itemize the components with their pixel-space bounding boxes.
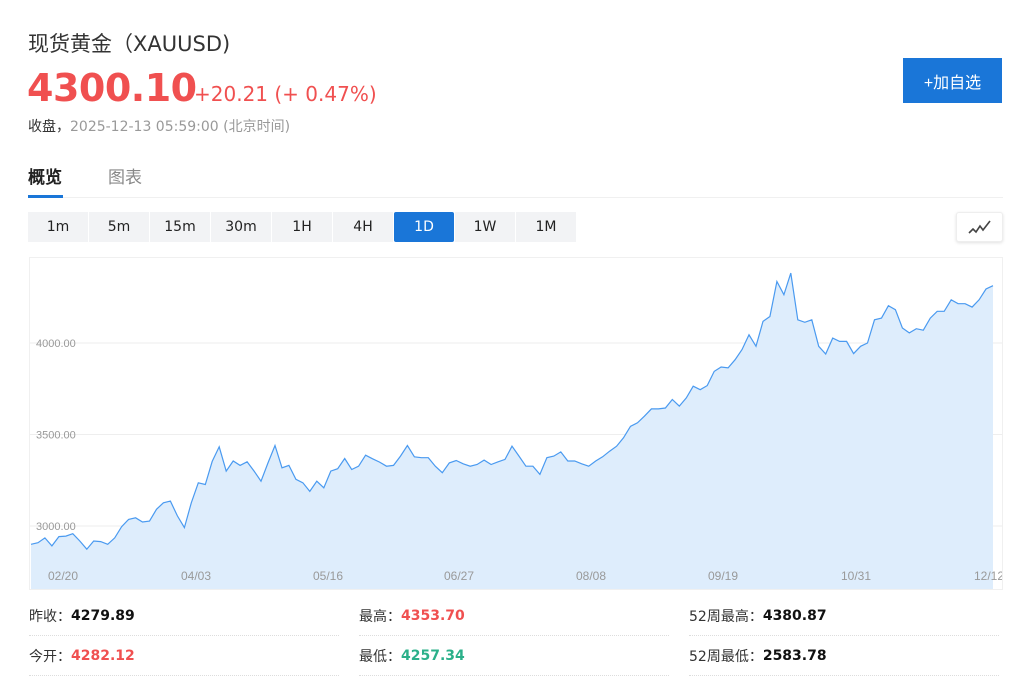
period-1mo[interactable]: 1M: [516, 212, 576, 242]
stat-52w-high: 52周最高： 4380.87: [689, 596, 999, 636]
stat-label: 今开：: [29, 648, 71, 665]
stat-open: 今开： 4282.12: [29, 636, 339, 676]
tab-overview[interactable]: 概览: [28, 168, 62, 188]
tab-chart[interactable]: 图表: [108, 168, 142, 188]
y-tick-label: 4000.00: [36, 338, 76, 350]
stat-high: 最高： 4353.70: [359, 596, 669, 636]
x-tick-label: 10/31: [841, 569, 871, 583]
stat-value: 4257.34: [401, 647, 465, 664]
stat-low: 最低： 4257.34: [359, 636, 669, 676]
price-chart: 3000.00 3500.00 4000.00 02/20 04/03 05/16 06/2…: [29, 257, 1004, 590]
page-title: 现货黄金（XAUUSD): [28, 32, 231, 56]
price-chart-svg: 3000.00 3500.00 4000.00 02/20 04/03 05/16 06/2…: [30, 272, 1004, 589]
y-tick-label: 3500.00: [36, 430, 76, 442]
period-selector: 1m 5m 15m 30m 1H 4H 1D 1W 1M: [28, 212, 576, 242]
period-1d[interactable]: 1D: [394, 212, 454, 242]
x-tick-label: 12/12: [974, 569, 1002, 583]
current-price: 4300.10: [27, 66, 197, 110]
stat-value: 4380.87: [762, 607, 827, 624]
stat-label: 52周最低：: [689, 648, 763, 665]
period-30m[interactable]: 30m: [211, 212, 271, 242]
stat-label: 最低：: [359, 648, 401, 665]
stat-label: 最高：: [359, 608, 401, 625]
period-1h[interactable]: 1H: [272, 212, 332, 242]
y-tick-label: 3000.00: [36, 521, 76, 533]
stat-label: 昨收：: [29, 608, 71, 625]
period-4h[interactable]: 4H: [333, 212, 393, 242]
stat-value: 4353.70: [401, 607, 465, 624]
period-15m[interactable]: 15m: [150, 212, 210, 242]
x-tick-label: 05/16: [313, 569, 343, 583]
x-tick-label: 08/08: [576, 569, 606, 583]
period-1w[interactable]: 1W: [455, 212, 515, 242]
status-label: 收盘，: [28, 119, 70, 135]
stat-value: 2583.78: [762, 647, 827, 664]
chart-type-button[interactable]: [956, 212, 1003, 242]
stat-value: 4279.89: [71, 607, 135, 624]
stat-label: 52周最高：: [689, 608, 763, 625]
x-tick-label: 04/03: [181, 569, 211, 583]
period-1m[interactable]: 1m: [28, 212, 88, 242]
timestamp: 2025-12-13 05:59:00 (北京时间): [70, 119, 291, 135]
x-tick-label: 02/20: [48, 569, 78, 583]
price-line: [30, 272, 994, 551]
x-tick-label: 09/19: [708, 569, 738, 583]
add-watchlist-button[interactable]: +加自选: [903, 58, 1002, 103]
tab-divider: [28, 197, 1003, 198]
market-status: 收盘，2025-12-13 05:59:00 (北京时间): [28, 116, 290, 136]
line-chart-icon: [967, 220, 991, 234]
x-tick-label: 06/27: [444, 569, 474, 583]
price-change: +20.21 (+ 0.47%): [194, 82, 377, 106]
period-5m[interactable]: 5m: [89, 212, 149, 242]
stat-52w-low: 52周最低： 2583.78: [689, 636, 999, 676]
stat-value: 4282.12: [71, 647, 135, 664]
active-tab-indicator: [28, 195, 63, 198]
stat-prev-close: 昨收： 4279.89: [29, 596, 339, 636]
price-area: [31, 273, 993, 589]
